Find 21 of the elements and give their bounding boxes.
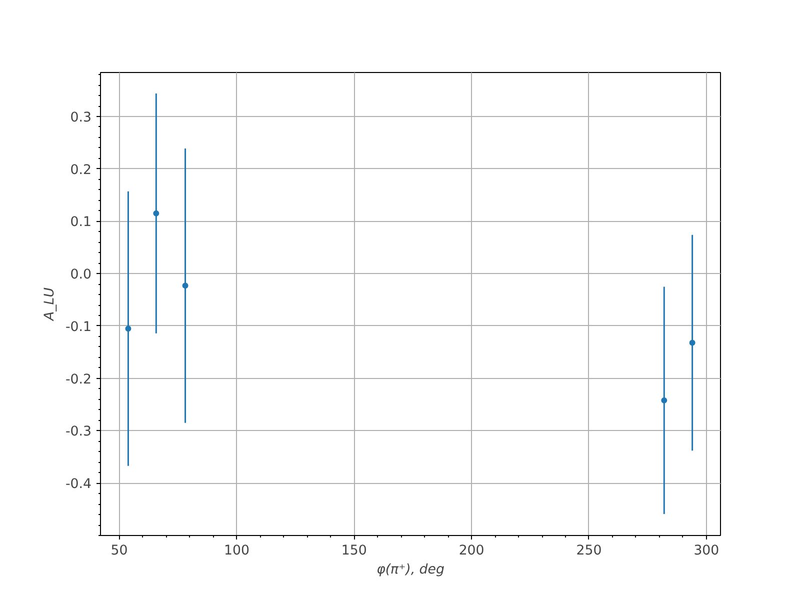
y-tick-label: 0.2 — [70, 162, 92, 178]
y-tick-label: 0.3 — [70, 110, 92, 126]
x-tick-label: 100 — [224, 544, 250, 558]
y-tick-label: 0.1 — [70, 215, 92, 230]
point — [125, 326, 132, 332]
x-tick-label: 200 — [458, 544, 484, 558]
x-tick-label: 300 — [694, 544, 720, 558]
x-axis-title: φ(π⁺), deg — [376, 562, 444, 578]
point — [661, 397, 668, 404]
point — [153, 210, 160, 216]
y-tick-label: -0.4 — [65, 477, 92, 492]
x-tick-label: 250 — [576, 544, 602, 558]
y-axis-title: A_LU — [42, 287, 58, 322]
y-tick-label: -0.2 — [65, 372, 92, 388]
y-tick-label: -0.3 — [65, 424, 92, 440]
x-tick-label: 50 — [110, 544, 128, 558]
point — [689, 340, 696, 346]
x-tick-label: 150 — [341, 544, 367, 558]
y-tick-label: 0.0 — [70, 268, 92, 283]
y-tick-label: -0.1 — [65, 320, 92, 335]
point — [182, 282, 188, 289]
